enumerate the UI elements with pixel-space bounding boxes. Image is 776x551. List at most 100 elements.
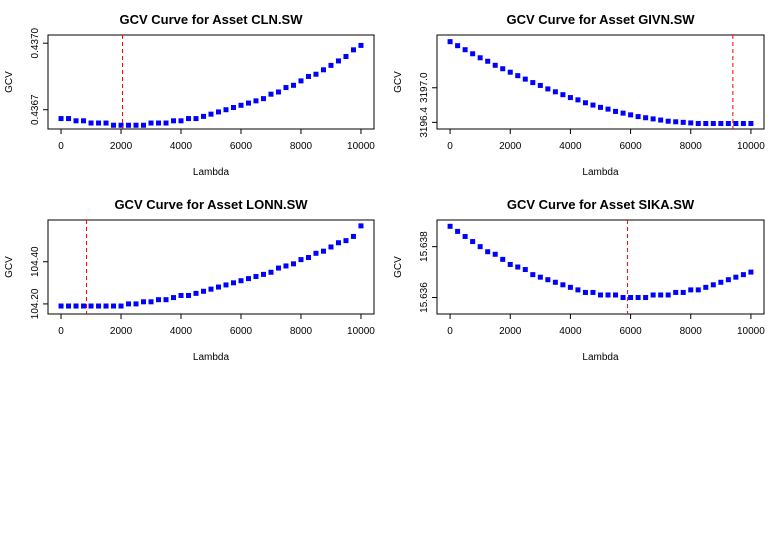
data-point xyxy=(81,303,87,309)
data-point xyxy=(515,73,521,79)
data-point xyxy=(537,82,543,88)
data-point xyxy=(492,62,498,68)
data-point xyxy=(283,85,289,91)
data-point xyxy=(313,250,319,256)
data-point xyxy=(582,289,588,295)
data-point xyxy=(575,97,581,103)
data-point xyxy=(582,100,588,106)
x-tick-label: 8000 xyxy=(680,326,703,337)
data-point xyxy=(58,116,64,122)
data-point xyxy=(552,89,558,95)
data-point xyxy=(126,122,132,128)
data-point xyxy=(245,100,251,106)
data-point xyxy=(673,289,679,295)
y-axis-label: GCV xyxy=(393,256,404,278)
data-point xyxy=(485,58,491,64)
data-point xyxy=(328,244,334,250)
data-point xyxy=(740,272,746,278)
data-point xyxy=(88,120,94,126)
data-point xyxy=(613,292,619,298)
data-point xyxy=(171,295,177,301)
data-point xyxy=(223,282,229,288)
data-point xyxy=(148,299,154,305)
data-point xyxy=(470,239,476,245)
data-point xyxy=(133,301,139,307)
data-point xyxy=(470,51,476,57)
data-point xyxy=(111,122,117,128)
data-point xyxy=(335,58,341,64)
data-point xyxy=(537,274,543,280)
data-point xyxy=(343,238,349,244)
data-point xyxy=(358,42,364,48)
data-point xyxy=(163,297,169,303)
data-point xyxy=(733,274,739,280)
data-point xyxy=(260,96,266,102)
data-point xyxy=(350,47,356,53)
x-tick-label: 4000 xyxy=(559,326,582,337)
chart-title: GCV Curve for Asset LONN.SW xyxy=(114,197,308,212)
data-point xyxy=(313,71,319,77)
data-point xyxy=(718,121,724,127)
data-point xyxy=(688,287,694,293)
x-tick-label: 2000 xyxy=(499,141,522,152)
data-point xyxy=(567,284,573,290)
data-point xyxy=(96,303,102,309)
data-point xyxy=(635,295,641,301)
x-tick-label: 6000 xyxy=(230,141,253,152)
x-axis-label: Lambda xyxy=(582,167,619,178)
data-point xyxy=(253,98,259,104)
x-axis-label: Lambda xyxy=(582,352,619,363)
x-axis-label: Lambda xyxy=(193,167,230,178)
data-point xyxy=(171,118,177,124)
y-tick-label: 15.638 xyxy=(419,231,430,262)
data-point xyxy=(298,257,304,263)
data-point xyxy=(590,289,596,295)
data-point xyxy=(238,278,244,284)
data-point xyxy=(118,122,124,128)
data-point xyxy=(500,66,506,72)
x-tick-label: 4000 xyxy=(170,141,193,152)
plot-frame xyxy=(436,34,765,130)
data-point xyxy=(507,69,513,75)
data-point xyxy=(350,233,356,239)
data-point xyxy=(620,110,626,116)
data-point xyxy=(290,82,296,88)
data-point xyxy=(126,301,132,307)
x-tick-label: 2000 xyxy=(110,326,133,337)
x-tick-label: 2000 xyxy=(499,326,522,337)
data-point xyxy=(208,286,214,292)
data-point xyxy=(178,292,184,298)
data-point xyxy=(73,118,79,124)
data-point xyxy=(477,244,483,250)
y-axis-label: GCV xyxy=(4,256,15,278)
data-point xyxy=(748,121,754,127)
x-tick-label: 4000 xyxy=(170,326,193,337)
x-tick-label: 6000 xyxy=(619,326,642,337)
data-point xyxy=(163,120,169,126)
y-tick-label: 0.4370 xyxy=(30,27,41,58)
data-point xyxy=(447,223,453,229)
data-point xyxy=(193,290,199,296)
x-tick-label: 2000 xyxy=(110,141,133,152)
x-tick-label: 0 xyxy=(58,326,64,337)
data-point xyxy=(477,55,483,61)
data-point xyxy=(156,120,162,126)
data-point xyxy=(665,292,671,298)
data-point xyxy=(680,119,686,125)
data-point xyxy=(598,104,603,110)
data-point xyxy=(643,295,649,301)
data-point xyxy=(201,288,207,294)
x-axis-label: Lambda xyxy=(193,352,230,363)
data-point xyxy=(710,282,716,288)
data-point xyxy=(73,303,79,309)
data-point xyxy=(695,121,701,127)
data-point xyxy=(718,279,724,285)
x-tick-label: 8000 xyxy=(680,141,703,152)
data-point xyxy=(260,271,266,277)
data-point xyxy=(507,261,513,267)
data-point xyxy=(567,95,573,101)
data-point xyxy=(530,80,536,86)
y-tick-label: 15.636 xyxy=(419,282,430,313)
data-point xyxy=(500,256,506,262)
